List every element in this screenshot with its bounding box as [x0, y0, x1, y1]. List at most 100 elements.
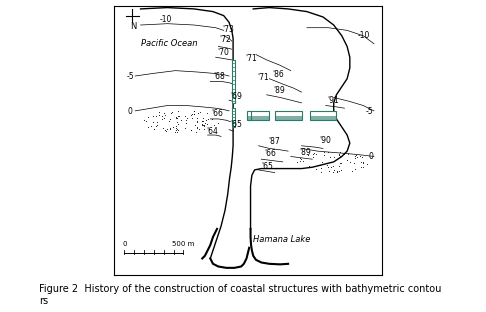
Point	[364, 162, 371, 167]
Point	[329, 164, 337, 169]
Point	[320, 150, 328, 155]
Point	[167, 126, 174, 131]
Point	[202, 118, 210, 123]
Point	[173, 129, 181, 134]
Point	[172, 114, 180, 119]
Bar	[232, 60, 235, 103]
Point	[158, 116, 166, 121]
Text: -5: -5	[127, 72, 135, 81]
Point	[181, 114, 189, 119]
Point	[198, 119, 206, 124]
Point	[159, 125, 167, 130]
Point	[198, 118, 206, 123]
Point	[161, 113, 169, 118]
Point	[316, 163, 324, 168]
Point	[324, 164, 332, 169]
Point	[172, 124, 179, 129]
Point	[174, 119, 181, 124]
Point	[329, 170, 337, 175]
Point	[336, 150, 344, 155]
Point	[163, 126, 171, 131]
Point	[140, 117, 148, 122]
Point	[174, 108, 182, 113]
Point	[182, 121, 190, 126]
Point	[175, 114, 183, 119]
Point	[187, 127, 195, 132]
Point	[328, 164, 335, 169]
Bar	[275, 115, 301, 120]
Point	[153, 123, 160, 128]
Point	[173, 116, 181, 121]
Point	[152, 114, 160, 119]
Text: 0: 0	[368, 152, 373, 161]
Text: '73: '73	[223, 25, 234, 34]
Text: '65: '65	[230, 120, 243, 129]
Bar	[310, 111, 336, 120]
Text: Figure 2  History of the construction of coastal structures with bathymetric con: Figure 2 History of the construction of …	[39, 284, 441, 305]
Text: 0: 0	[122, 241, 127, 247]
Point	[191, 108, 198, 113]
Text: '70: '70	[217, 47, 229, 56]
Point	[340, 150, 348, 155]
Point	[181, 125, 189, 130]
Point	[194, 111, 202, 116]
Text: '66: '66	[264, 149, 276, 158]
Point	[214, 120, 222, 125]
Point	[359, 160, 366, 165]
Point	[350, 160, 358, 165]
Bar	[275, 111, 301, 120]
Point	[188, 111, 195, 116]
Point	[188, 112, 195, 117]
Point	[296, 158, 304, 163]
Point	[337, 161, 345, 166]
Text: '72: '72	[220, 36, 231, 45]
Point	[167, 110, 175, 115]
Point	[168, 110, 175, 115]
Point	[344, 152, 352, 157]
Text: Pacific Ocean: Pacific Ocean	[140, 40, 197, 48]
Point	[337, 167, 345, 172]
Point	[201, 121, 209, 126]
Point	[351, 167, 359, 172]
Point	[359, 159, 367, 164]
Point	[193, 120, 201, 125]
Point	[299, 159, 307, 164]
Point	[182, 117, 190, 122]
Point	[174, 114, 182, 119]
Point	[323, 162, 331, 167]
Point	[198, 122, 206, 127]
Point	[312, 167, 320, 172]
Point	[197, 110, 205, 115]
Text: '90: '90	[319, 136, 331, 145]
Text: 500 m: 500 m	[172, 241, 195, 247]
Point	[190, 109, 198, 114]
Point	[357, 160, 365, 165]
Point	[183, 115, 191, 120]
Point	[336, 161, 344, 166]
Point	[200, 126, 208, 131]
Point	[170, 124, 177, 129]
Point	[306, 163, 313, 168]
Point	[149, 119, 157, 124]
Point	[161, 128, 169, 133]
Text: Hamana Lake: Hamana Lake	[253, 235, 311, 244]
Point	[192, 116, 200, 121]
Point	[317, 169, 325, 174]
Text: '66: '66	[211, 109, 224, 118]
Point	[155, 112, 163, 117]
Point	[326, 168, 333, 173]
Point	[174, 126, 181, 131]
Point	[293, 160, 301, 165]
Text: '89: '89	[299, 148, 311, 157]
Point	[335, 153, 343, 158]
Point	[150, 127, 157, 132]
Point	[320, 153, 328, 158]
Point	[347, 159, 354, 164]
Point	[333, 169, 341, 174]
Point	[199, 123, 207, 128]
Point	[174, 127, 182, 132]
Point	[335, 164, 343, 169]
Text: 0: 0	[127, 107, 132, 115]
Point	[189, 116, 196, 121]
Point	[147, 123, 155, 128]
